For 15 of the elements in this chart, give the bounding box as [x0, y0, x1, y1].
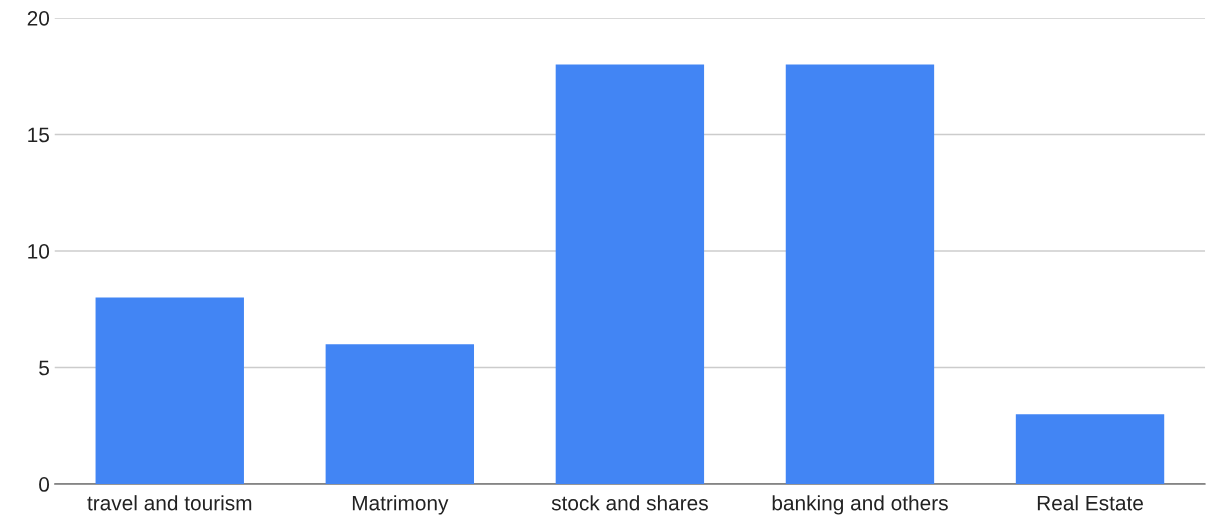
x-tick-label: banking and others	[772, 495, 948, 515]
y-tick-label: 0	[39, 477, 50, 492]
bar	[95, 297, 244, 485]
bar	[325, 344, 475, 485]
x-tick-label: travel and tourism	[87, 495, 252, 511]
bar	[785, 64, 935, 485]
bar	[555, 64, 705, 485]
x-tick-label: Matrimony	[352, 495, 449, 515]
x-tick-label: stock and shares	[551, 495, 708, 511]
y-tick-label: 20	[27, 10, 50, 26]
y-tick-label: 5	[39, 360, 49, 376]
x-tick-label: Real Estate	[1037, 495, 1143, 511]
bar	[1015, 414, 1165, 485]
y-tick-label: 10	[28, 244, 50, 259]
y-tick-label: 15	[28, 127, 49, 143]
